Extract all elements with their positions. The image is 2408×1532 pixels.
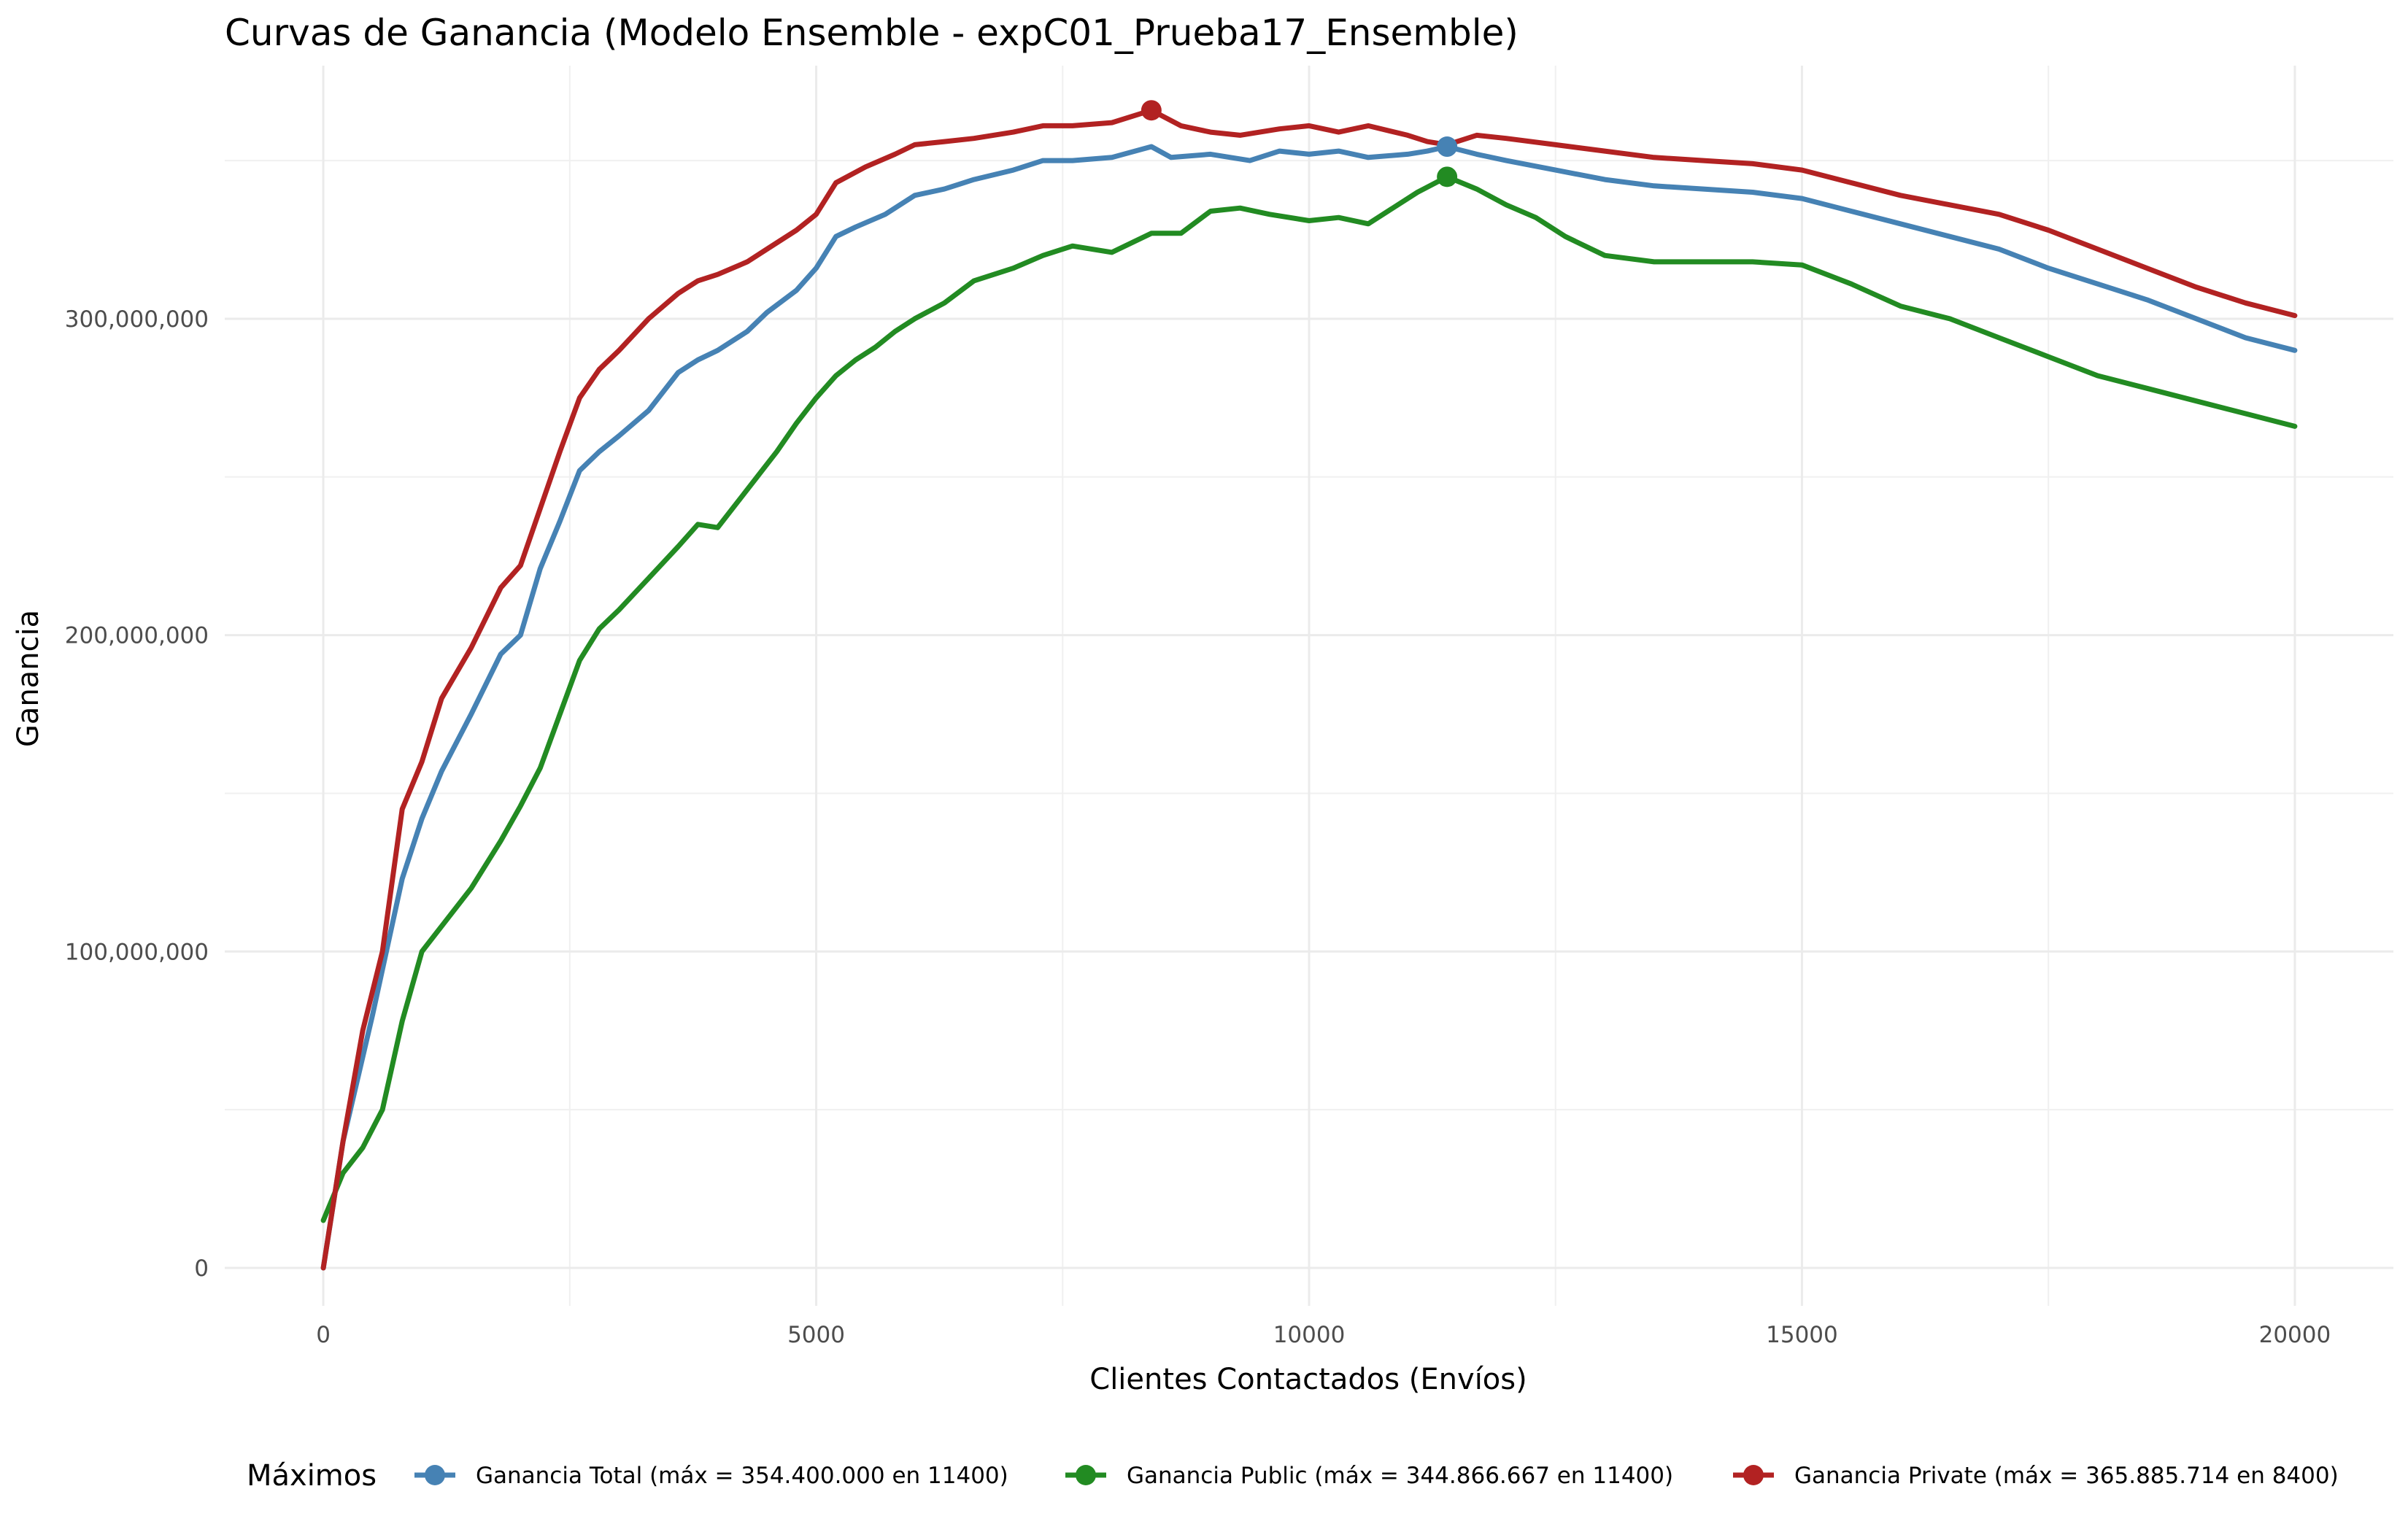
series-line (320, 107, 2298, 1271)
x-tick-label: 0 (316, 1322, 331, 1348)
x-axis-ticks: 0 5000 10000 15000 20000 (316, 1322, 2331, 1348)
legend-title: Máximos (247, 1459, 377, 1493)
series-line (320, 174, 2298, 1223)
x-tick-label: 5000 (787, 1322, 845, 1348)
x-tick-label: 15000 (1766, 1322, 1838, 1348)
legend-label: Ganancia Private (máx = 365.885.714 en 8… (1794, 1463, 2339, 1489)
x-tick-label: 20000 (2259, 1322, 2331, 1348)
y-tick-label: 100,000,000 (65, 939, 209, 965)
y-tick-label: 200,000,000 (65, 623, 209, 649)
legend-label: Ganancia Total (máx = 354.400.000 en 114… (476, 1463, 1008, 1489)
max-point-marker (1437, 136, 1458, 158)
x-axis-title: Clientes Contactados (Envíos) (1089, 1363, 1527, 1396)
major-gridlines (225, 66, 2393, 1306)
max-point-marker (1437, 166, 1458, 187)
y-tick-label: 300,000,000 (65, 306, 209, 333)
y-axis-ticks: 0 100,000,000 200,000,000 300,000,000 (65, 306, 209, 1282)
legend-label: Ganancia Public (máx = 344.866.667 en 11… (1127, 1463, 1673, 1489)
legend-key-marker (1076, 1465, 1096, 1485)
chart-title: Curvas de Ganancia (Modelo Ensemble - ex… (225, 12, 1518, 54)
y-axis-title: Ganancia (12, 610, 45, 747)
legend-key-marker (1743, 1465, 1764, 1485)
max-points (1141, 100, 1458, 187)
x-tick-label: 10000 (1273, 1322, 1346, 1348)
legend: Máximos Ganancia Total (máx = 354.400.00… (247, 1459, 2339, 1493)
legend-key-marker (425, 1465, 445, 1485)
series-lines (320, 107, 2298, 1271)
series-line (320, 144, 2298, 1271)
y-tick-label: 0 (194, 1256, 209, 1282)
max-point-marker (1141, 100, 1162, 121)
